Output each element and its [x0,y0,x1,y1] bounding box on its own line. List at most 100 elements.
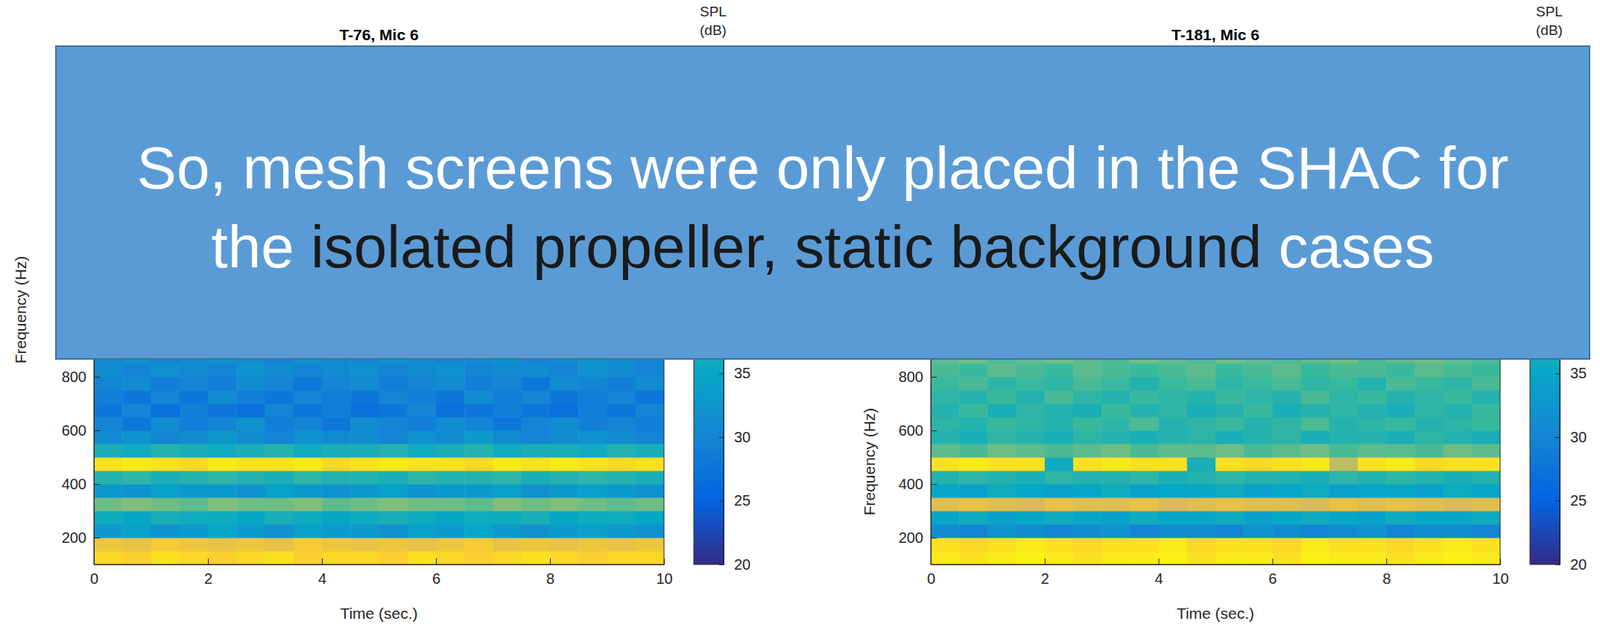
heatmap-cell [265,444,295,459]
heatmap-cell [959,497,989,512]
heatmap-cell [1129,430,1159,445]
tick: 20 [1555,556,1587,574]
heatmap-cell [607,497,637,512]
heatmap-cell [1301,497,1331,512]
heatmap-cell [1414,390,1444,405]
heatmap-cell [179,444,209,459]
tick-mark [549,558,551,565]
banner-line: the isolated propeller, static backgroun… [211,213,1435,281]
heatmap-cell [1158,470,1188,486]
heatmap-cell [321,484,352,499]
heatmap-cell [1129,403,1159,419]
heatmap-cell [1301,524,1331,539]
heatmap-cell [1158,551,1188,565]
heatmap-cell [1187,430,1217,445]
heatmap-cell [635,551,664,565]
heatmap-cell [1215,377,1245,392]
heatmap-cell [1215,390,1245,405]
heatmap-cell [1357,417,1387,432]
heatmap-cell [1414,511,1444,526]
heatmap-cell [1414,377,1444,392]
heatmap-cell [1129,538,1159,553]
heatmap-cell [1272,403,1302,419]
heatmap-cell [1101,363,1131,378]
heatmap-cell [930,484,960,499]
heatmap-cell [1272,457,1302,472]
tick-label: 400 [61,476,87,493]
tick: 6 [432,558,441,588]
heatmap-cell [1187,538,1217,553]
heatmap-cell [321,511,352,526]
heatmap-cell [1073,417,1103,432]
heatmap-cell [1243,484,1273,499]
heatmap-cell [930,538,960,553]
colorbar-title: SPL(dB) [699,3,727,39]
heatmap-cell [987,484,1017,499]
heatmap-cell [179,538,209,553]
tick: 400 [61,476,100,493]
heatmap-cell [435,484,466,499]
heatmap-cell [464,538,494,553]
heatmap-cell [236,377,266,392]
heatmap-cell [407,417,437,432]
heatmap-cell [1443,403,1473,419]
heatmap-cell [207,403,237,419]
heatmap-cell [1386,538,1416,553]
heatmap-cell [265,511,295,526]
heatmap-cell [1016,457,1046,472]
tick-mark [93,484,100,486]
heatmap-cell [293,377,323,392]
heatmap-cell [493,511,523,526]
heatmap-cell [635,403,664,419]
heatmap-cell [265,417,295,432]
tick-label: 6 [432,570,441,588]
heatmap-cell [1215,551,1245,565]
heatmap-cell [987,538,1017,553]
heatmap-cell [493,417,523,432]
heatmap-cell [464,390,494,405]
axis-line [94,564,665,566]
heatmap-cell [236,403,266,419]
heatmap-cell [1101,417,1131,432]
heatmap-cell [1073,470,1103,486]
heatmap-cell [930,363,960,378]
heatmap-cell [959,551,989,565]
heatmap-cell [635,484,664,499]
tick: 4 [1155,558,1164,588]
heatmap-cell [321,551,352,565]
heatmap-cell [1101,430,1131,445]
heatmap-cell [236,538,266,553]
tick-mark [663,558,665,565]
heatmap-cell [607,457,637,472]
tick-mark [1500,558,1501,565]
heatmap-cell [635,538,664,553]
heatmap-cell [1443,430,1473,445]
heatmap-cell [635,444,664,459]
heatmap-cell [207,524,237,539]
heatmap-cell [1272,363,1302,378]
heatmap-cell [549,484,580,499]
tick-label: 30 [1570,429,1587,446]
heatmap-cell [1243,417,1273,432]
heatmap-cell [1386,390,1416,405]
heatmap-cell [987,551,1017,565]
heatmap-cell [122,470,152,486]
heatmap-cell [1301,377,1331,392]
heatmap-cell [549,497,580,512]
heatmap-cell [207,457,237,472]
heatmap-cell [1243,363,1273,378]
heatmap-cell [959,417,989,432]
tick-mark [1555,374,1560,375]
heatmap-cell [1471,538,1501,553]
tick: 800 [61,368,100,386]
heatmap-cell [1101,390,1131,405]
heatmap-cell [1129,444,1159,459]
heatmap-cell [1016,363,1046,378]
heatmap-cell [151,484,181,499]
heatmap-cell [464,377,494,392]
heatmap-cell [1073,551,1103,565]
heatmap-cell [1101,524,1131,539]
heatmap-cell [635,511,664,526]
heatmap-cell [1044,403,1074,419]
heatmap-cell [1471,430,1501,445]
